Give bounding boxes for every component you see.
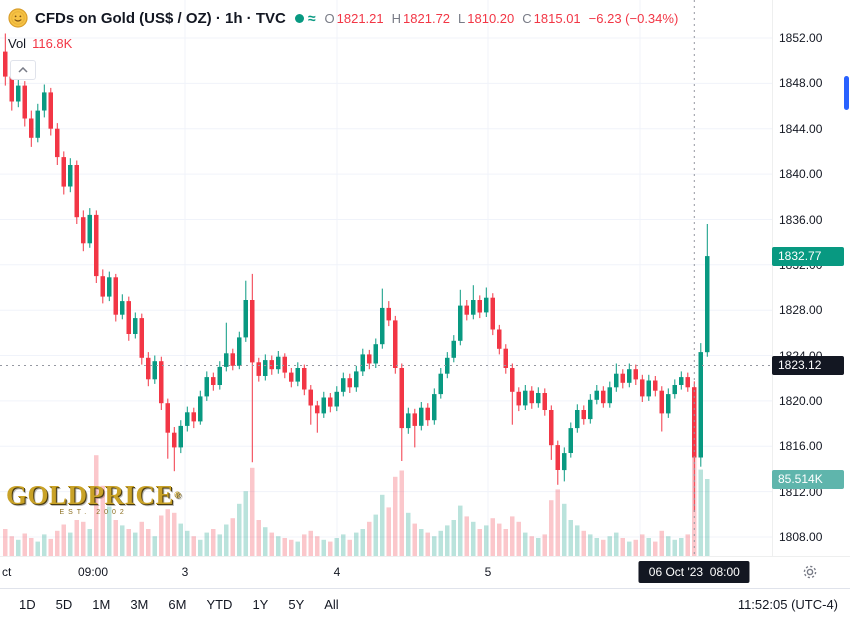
time-axis-label: 3 [181,565,189,579]
price-axis-label: 1836.00 [779,212,823,227]
range-button-3m[interactable]: 3M [123,594,155,615]
price-axis-label: 1852.00 [779,31,823,45]
price-axis-label: 1820.00 [779,393,823,408]
range-button-5d[interactable]: 5D [49,594,80,615]
price-axis-label: 1828.00 [779,303,823,318]
symbol-legend: CFDs on Gold (US$ / OZ) · 1h · TVC ≈ O 18… [8,8,678,28]
volume-label: Vol [8,36,27,51]
ohlc-values: O 1821.21 H 1821.72 L 1810.20 C 1815.01 −6.23 (−… [325,11,679,26]
ohlc-h: H 1821.72 [391,10,451,26]
time-axis-label: 09:00 [77,565,109,579]
candlestick-chart[interactable] [0,0,772,556]
ohlc-c: C 1815.01 [522,10,581,26]
volume-value: 116.8K [32,36,73,51]
price-axis-label: 1808.00 [779,530,823,544]
time-axis-label: 5 [484,565,492,579]
legend-collapse-button[interactable] [10,60,36,80]
price-axis[interactable]: 1852.00 1848.00 1844.00 1840.00 1836.00 1832.… [772,0,850,556]
approx-data-icon: ≈ [307,10,316,26]
symbol-title[interactable]: CFDs on Gold (US$ / OZ) · 1h · TVC [35,9,286,27]
market-status-dot-icon [294,13,304,23]
range-button-1y[interactable]: 1Y [245,594,275,615]
time-axis[interactable]: 06 Oct '23 08:00 ct 09:00 3 4 5 [0,556,850,588]
last-price-badge: 1832.77 [772,246,844,266]
gold-coin-icon [8,8,28,28]
clock[interactable]: 11:52:05 (UTC-4) [737,597,838,612]
last-volume-badge: 85.514K [772,469,844,489]
market-status[interactable]: ≈ [294,10,316,26]
range-button-5y[interactable]: 5Y [281,594,311,615]
axis-settings-gear-icon[interactable] [802,564,818,585]
crosshair-price-badge: 1823.12 [772,356,844,375]
change-value: −6.23 (−0.34%) [588,10,679,26]
chevron-up-icon [18,67,28,73]
range-buttons: 1D 5D 1M 3M 6M YTD 1Y 5Y All [12,594,352,615]
range-button-all[interactable]: All [317,594,345,615]
time-axis-label: 4 [333,565,341,579]
volume-legend: Vol 116.8K [8,36,72,51]
bottom-toolbar: 1D 5D 1M 3M 6M YTD 1Y 5Y All 11:52:05 (UTC-4) [0,588,850,620]
ohlc-o: O 1821.21 [324,10,384,26]
range-button-1d[interactable]: 1D [12,594,43,615]
range-button-6m[interactable]: 6M [161,594,193,615]
price-axis-label: 1840.00 [779,167,823,182]
price-axis-label: 1816.00 [779,439,823,454]
range-button-ytd[interactable]: YTD [199,594,239,615]
ohlc-l: L 1810.20 [458,10,515,26]
price-scale-scrollbar[interactable] [844,76,849,110]
price-axis-label: 1848.00 [779,76,823,91]
range-button-1m[interactable]: 1M [85,594,117,615]
crosshair-time-badge: 06 Oct '23 08:00 [638,561,750,583]
time-axis-label: ct [2,565,12,579]
price-axis-label: 1844.00 [779,121,823,136]
